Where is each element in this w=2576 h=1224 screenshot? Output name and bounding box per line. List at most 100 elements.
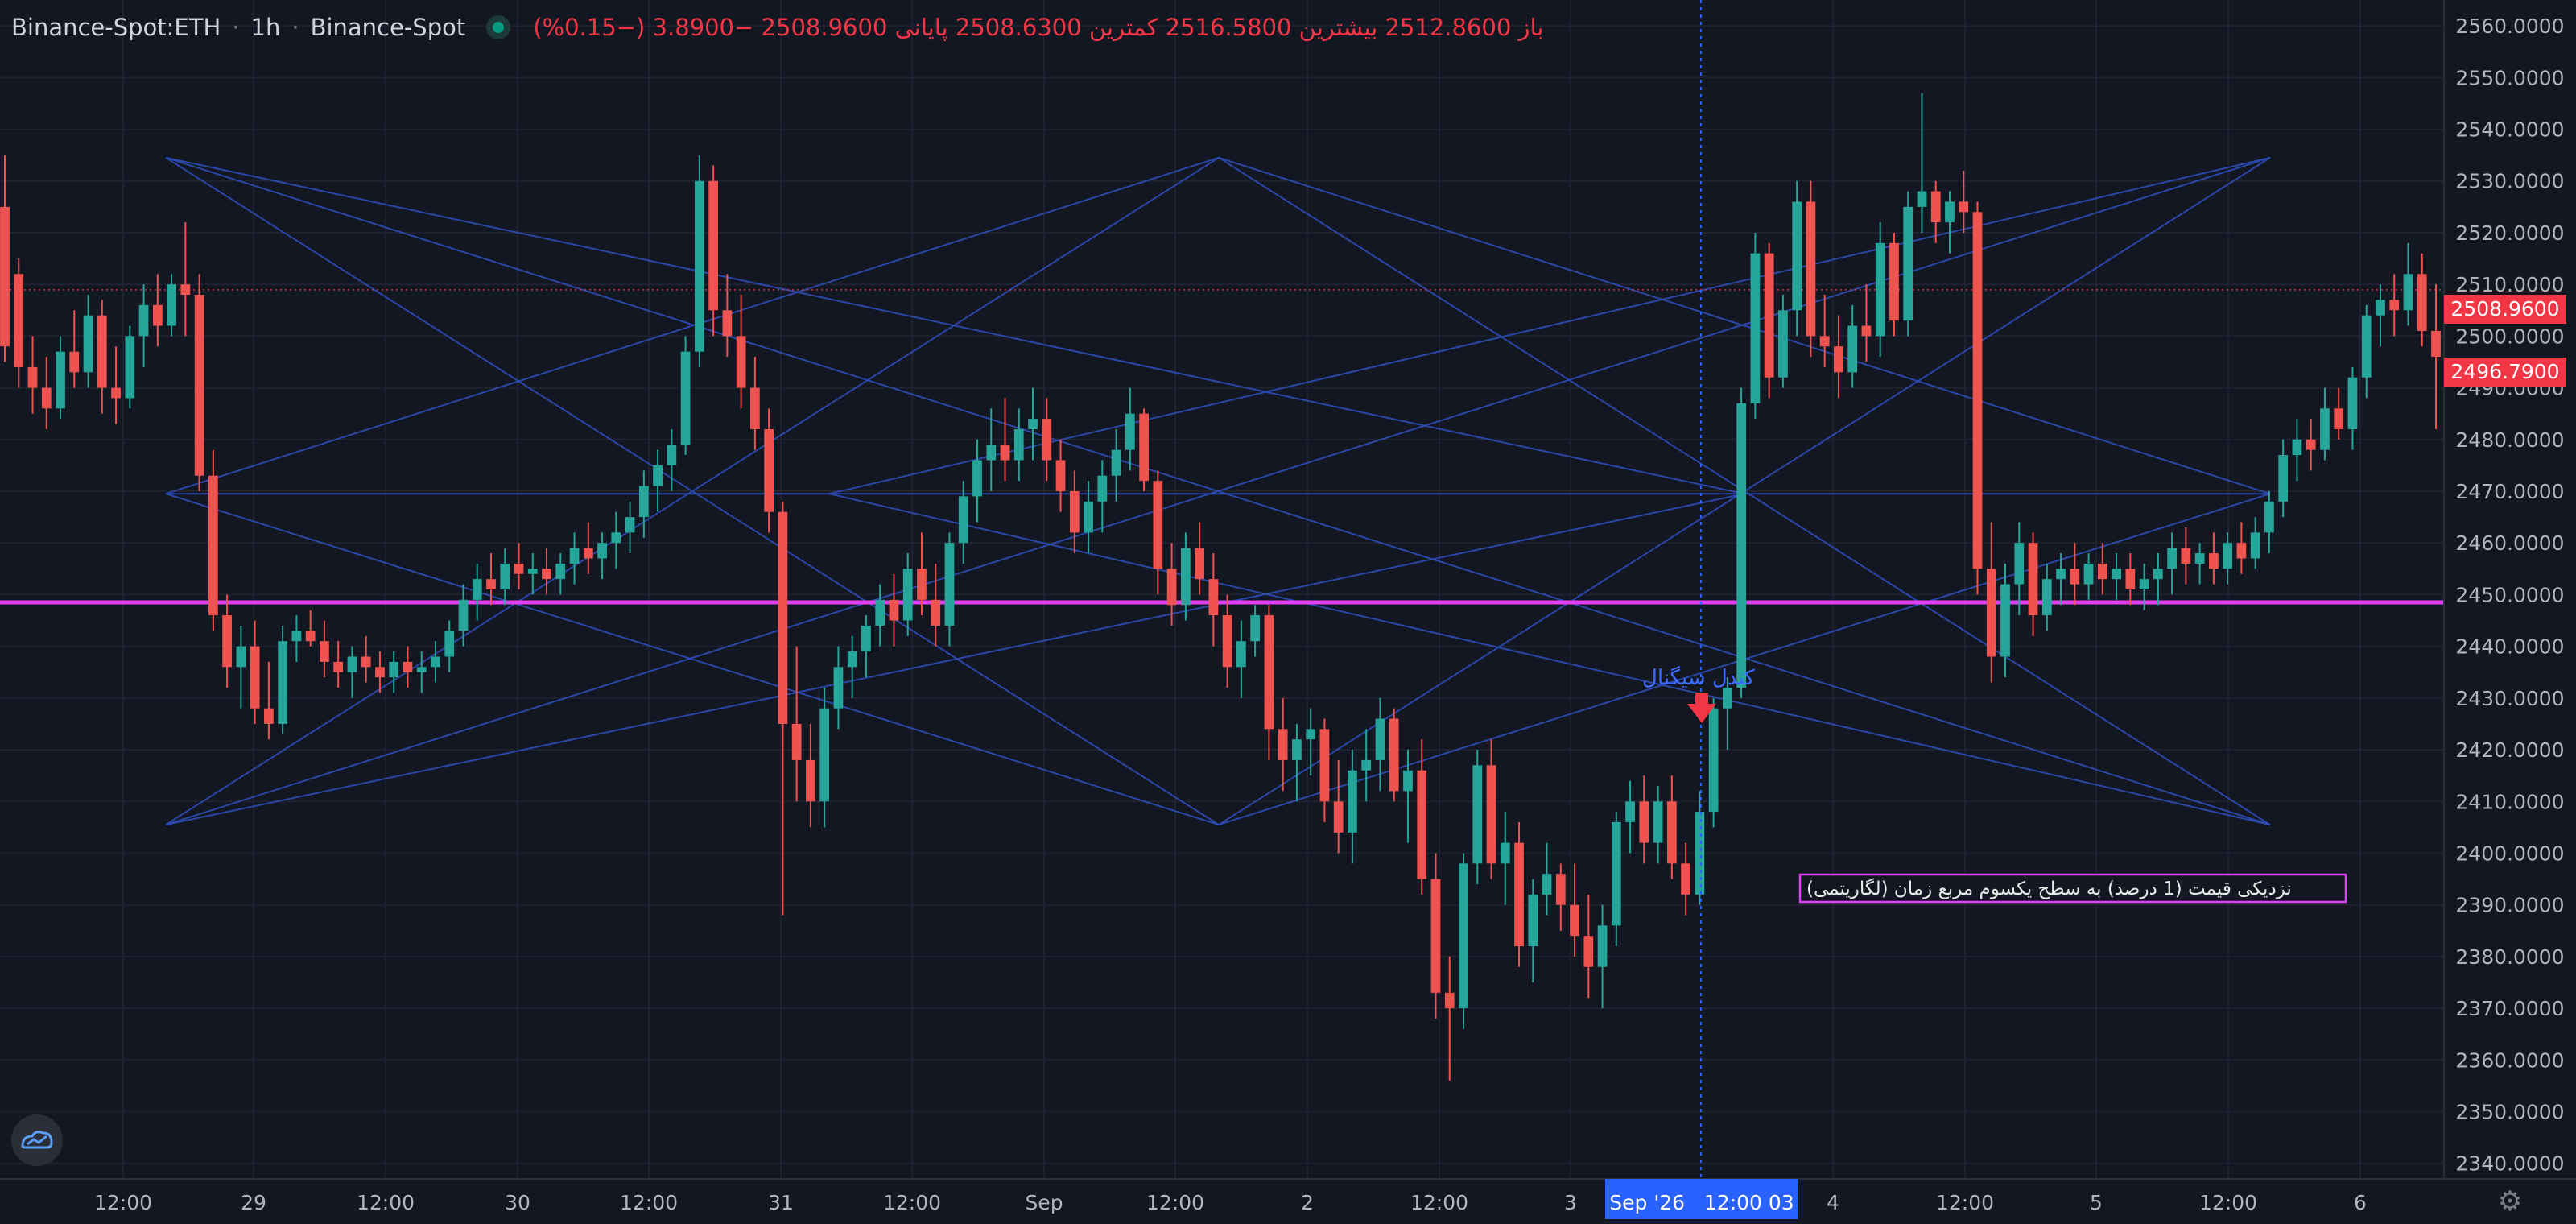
candle-body bbox=[347, 656, 357, 672]
candle bbox=[2417, 253, 2427, 347]
candle bbox=[1625, 780, 1635, 854]
candle bbox=[1306, 708, 1316, 776]
candle bbox=[736, 295, 746, 409]
candle bbox=[125, 325, 135, 409]
candle-body bbox=[653, 465, 663, 486]
tradingview-logo-icon[interactable] bbox=[11, 1114, 63, 1166]
candle bbox=[41, 357, 52, 429]
candle bbox=[1264, 605, 1274, 760]
candle-body bbox=[1528, 894, 1538, 947]
candle bbox=[875, 584, 886, 647]
candle-body bbox=[278, 641, 288, 724]
candle bbox=[1903, 191, 1913, 337]
candle-body bbox=[2041, 579, 2052, 616]
candle-body bbox=[1486, 765, 1496, 864]
time-tick-label: 30 bbox=[505, 1191, 530, 1214]
candle-body bbox=[944, 543, 955, 626]
candle bbox=[2320, 387, 2330, 461]
candle bbox=[1889, 232, 1899, 337]
candle-body bbox=[1055, 460, 1066, 491]
candle-body bbox=[14, 274, 24, 367]
time-tick-label: 12:00 bbox=[883, 1191, 941, 1214]
candle bbox=[347, 646, 357, 698]
price-tick-label: 2440.0000 bbox=[2455, 635, 2564, 659]
candle bbox=[1875, 222, 1885, 358]
settings-gear-icon[interactable]: ⚙ bbox=[2497, 1185, 2523, 1218]
candle bbox=[1097, 460, 1108, 533]
candle-body bbox=[1166, 569, 1177, 606]
candle bbox=[819, 688, 830, 828]
candle-body bbox=[791, 723, 802, 760]
pattern-line bbox=[828, 493, 2271, 826]
candle-body bbox=[222, 615, 232, 668]
candle bbox=[708, 165, 718, 337]
time-tick-label: 4 bbox=[1827, 1191, 1839, 1214]
candle-body bbox=[1806, 201, 1816, 337]
candle bbox=[1389, 708, 1399, 802]
price-axis[interactable] bbox=[2444, 0, 2576, 1224]
annotation-box[interactable] bbox=[1798, 873, 2347, 904]
candle-body bbox=[1764, 253, 1774, 378]
svg-text:Sep '26 12:00 03: Sep '26 12:00 03 bbox=[1609, 1191, 1794, 1214]
candle-body bbox=[569, 548, 580, 564]
price-tick-label: 2470.0000 bbox=[2455, 480, 2564, 503]
candle-body bbox=[0, 206, 10, 347]
candle bbox=[1222, 594, 1232, 688]
price-tick-label: 2370.0000 bbox=[2455, 997, 2564, 1020]
candle-body bbox=[2403, 274, 2413, 311]
candle-body bbox=[1013, 428, 1024, 461]
time-tick-label: 12:00 bbox=[94, 1191, 152, 1214]
candle bbox=[2403, 242, 2413, 326]
candle bbox=[27, 336, 38, 414]
time-tick-label: 12:00 bbox=[1936, 1191, 1994, 1214]
candle bbox=[1319, 718, 1330, 822]
candle-body bbox=[1375, 718, 1385, 760]
candle-body bbox=[2431, 330, 2441, 358]
candle bbox=[958, 481, 968, 564]
candle bbox=[208, 449, 218, 631]
candle bbox=[1250, 605, 1261, 657]
candle bbox=[1000, 398, 1010, 482]
candle bbox=[69, 310, 80, 388]
price-tick-label: 2420.0000 bbox=[2455, 738, 2564, 762]
candle bbox=[1459, 853, 1468, 1029]
time-tick-label: Sep bbox=[1025, 1191, 1063, 1214]
time-tick-label: 12:00 bbox=[620, 1191, 678, 1214]
symbol-name[interactable]: Binance-Spot:ETH bbox=[11, 14, 221, 41]
candle bbox=[1236, 620, 1246, 698]
candle-body bbox=[625, 517, 635, 533]
candle bbox=[680, 336, 691, 456]
candle-body bbox=[1625, 801, 1635, 822]
time-axis[interactable] bbox=[0, 1179, 2444, 1224]
candle-body bbox=[1695, 812, 1705, 895]
candle-body bbox=[1555, 874, 1566, 905]
price-tick-label: 2530.0000 bbox=[2455, 170, 2564, 193]
interval[interactable]: 1h bbox=[250, 14, 281, 41]
price-tick-label: 2350.0000 bbox=[2455, 1101, 2564, 1124]
price-tick-label: 2430.0000 bbox=[2455, 687, 2564, 710]
candle bbox=[444, 620, 455, 672]
candle bbox=[1861, 284, 1872, 362]
candle-body bbox=[2278, 455, 2289, 502]
candle bbox=[1778, 295, 1788, 388]
pattern-line bbox=[165, 156, 1220, 495]
candle-body bbox=[542, 569, 551, 580]
time-tick-label: 31 bbox=[768, 1191, 794, 1214]
candle bbox=[1403, 750, 1413, 843]
candle-body bbox=[514, 563, 524, 574]
time-tick-label: 5 bbox=[2090, 1191, 2103, 1214]
candle bbox=[555, 553, 566, 595]
candle bbox=[97, 300, 107, 414]
candle-body bbox=[708, 180, 718, 311]
candle bbox=[2361, 304, 2372, 399]
price-tick-label: 2380.0000 bbox=[2455, 945, 2564, 969]
candle-body bbox=[1195, 548, 1204, 580]
candle-body bbox=[833, 667, 844, 709]
price-axis-ticks: 2340.0000 2350.0000 2360.0000 2370.0000 2380… bbox=[2455, 14, 2564, 1176]
candle-body bbox=[458, 599, 469, 631]
candle bbox=[333, 641, 344, 688]
candle-body bbox=[41, 387, 52, 409]
market-status-icon[interactable] bbox=[486, 15, 511, 39]
candle bbox=[1681, 842, 1690, 916]
